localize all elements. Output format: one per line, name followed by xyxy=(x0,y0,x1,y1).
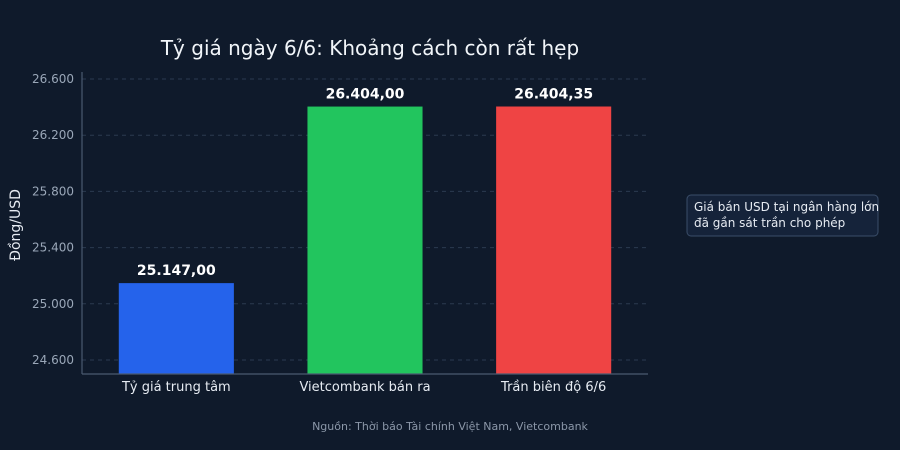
annotation-line-1: Giá bán USD tại ngân hàng lớn xyxy=(694,200,879,214)
source-note: Nguồn: Thời báo Tài chính Việt Nam, Viet… xyxy=(312,420,588,433)
y-tick-label: 25.800 xyxy=(32,184,74,198)
data-label: 25.147,00 xyxy=(137,263,216,279)
annotation: Giá bán USD tại ngân hàng lớn đã gần sát… xyxy=(686,194,879,237)
y-tick-label: 25.400 xyxy=(32,241,74,255)
y-tick-label: 26.200 xyxy=(32,128,74,142)
x-tick-label: Tỷ giá trung tâm xyxy=(121,380,231,395)
x-tick-label: Trần biên độ 6/6 xyxy=(500,380,606,395)
y-tick-label: 24.600 xyxy=(32,353,74,367)
y-tick-label: 26.600 xyxy=(32,72,74,86)
data-label: 26.404,00 xyxy=(326,87,405,103)
data-labels: 25.147,00 26.404,00 26.404,35 xyxy=(137,87,593,280)
bar xyxy=(307,106,423,375)
annotation-box xyxy=(686,194,879,237)
y-tick-label: 25.000 xyxy=(32,297,74,311)
bars xyxy=(118,106,612,375)
y-axis-ticks: 24.600 25.000 25.400 25.800 26.200 26.600 xyxy=(32,72,74,367)
x-tick-label: Vietcombank bán ra xyxy=(299,380,430,395)
x-axis-ticks: Tỷ giá trung tâm Vietcombank bán ra Trần b… xyxy=(121,380,606,395)
data-label: 26.404,35 xyxy=(514,87,593,103)
bar xyxy=(496,106,612,375)
bar xyxy=(118,283,234,374)
y-axis-label: Đồng/USD xyxy=(7,189,24,261)
annotation-line-2: đã gần sát trần cho phép xyxy=(694,216,845,230)
chart-title: Tỷ giá ngày 6/6: Khoảng cách còn rất hẹp xyxy=(160,36,579,60)
